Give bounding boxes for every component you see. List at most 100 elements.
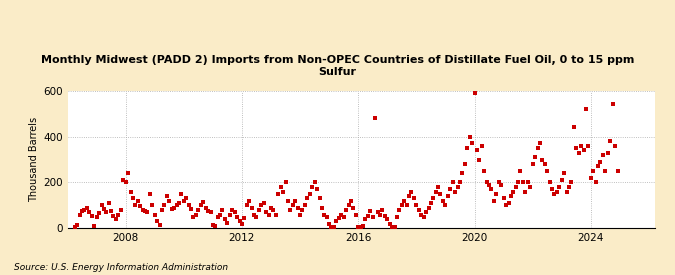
Point [387, 225, 398, 229]
Point [425, 201, 436, 205]
Point [261, 210, 271, 214]
Point [404, 194, 414, 198]
Point [396, 203, 407, 208]
Point [77, 209, 88, 213]
Point [576, 144, 587, 148]
Point [343, 203, 354, 208]
Point [115, 208, 126, 212]
Point [178, 199, 189, 203]
Point [591, 180, 601, 185]
Point [113, 212, 124, 217]
Point [336, 212, 347, 217]
Point [544, 180, 555, 185]
Point [304, 192, 315, 196]
Point [542, 169, 553, 173]
Point [200, 205, 211, 210]
Point [144, 192, 155, 196]
Point [486, 187, 497, 191]
Point [377, 208, 387, 212]
Point [227, 208, 238, 212]
Point [373, 210, 383, 214]
Point [176, 192, 187, 196]
Point [389, 225, 400, 229]
Point [120, 180, 131, 185]
Point [392, 214, 402, 219]
Point [433, 185, 443, 189]
Point [522, 180, 533, 185]
Point [440, 203, 451, 208]
Point [125, 189, 136, 194]
Point [326, 225, 337, 229]
Point [219, 217, 230, 221]
Point [275, 185, 286, 189]
Point [333, 216, 344, 220]
Point [331, 219, 342, 224]
Point [588, 169, 599, 173]
Point [171, 203, 182, 208]
Point [147, 203, 158, 208]
Point [99, 207, 109, 211]
Point [467, 141, 478, 146]
Point [530, 155, 541, 160]
Point [450, 189, 460, 194]
Point [263, 212, 274, 217]
Point [130, 203, 140, 208]
Point [375, 212, 385, 217]
Point [457, 171, 468, 175]
Point [402, 203, 412, 208]
Point [600, 169, 611, 173]
Point [251, 214, 262, 219]
Point [496, 183, 507, 187]
Point [224, 212, 235, 217]
Point [149, 212, 160, 217]
Point [302, 196, 313, 201]
Point [202, 209, 213, 213]
Point [181, 196, 192, 201]
Point [489, 199, 500, 203]
Point [273, 192, 284, 196]
Point [239, 216, 250, 220]
Point [394, 208, 405, 212]
Point [312, 187, 323, 191]
Point [213, 214, 223, 219]
Point [464, 134, 475, 139]
Point [585, 176, 596, 180]
Point [535, 141, 545, 146]
Y-axis label: Thousand Barrels: Thousand Barrels [29, 117, 39, 202]
Point [460, 162, 470, 166]
Point [513, 180, 524, 185]
Point [128, 196, 138, 201]
Point [379, 213, 390, 218]
Point [292, 205, 303, 210]
Point [157, 208, 167, 212]
Point [86, 213, 97, 218]
Point [140, 209, 151, 213]
Point [551, 189, 562, 194]
Point [210, 224, 221, 228]
Point [602, 150, 613, 155]
Point [295, 212, 306, 217]
Point [469, 91, 480, 95]
Point [484, 183, 495, 187]
Point [500, 203, 511, 208]
Point [527, 162, 538, 166]
Point [506, 194, 516, 198]
Point [222, 220, 233, 225]
Point [382, 217, 393, 221]
Point [253, 208, 264, 212]
Point [346, 199, 356, 203]
Point [285, 208, 296, 212]
Point [94, 211, 105, 216]
Point [448, 180, 458, 185]
Point [135, 204, 146, 209]
Point [108, 213, 119, 218]
Point [442, 194, 453, 198]
Text: Source: U.S. Energy Information Administration: Source: U.S. Energy Information Administ… [14, 263, 227, 272]
Point [556, 178, 567, 182]
Point [89, 224, 100, 228]
Point [479, 169, 489, 173]
Point [101, 210, 111, 214]
Point [249, 212, 260, 217]
Point [428, 196, 439, 201]
Point [348, 205, 358, 210]
